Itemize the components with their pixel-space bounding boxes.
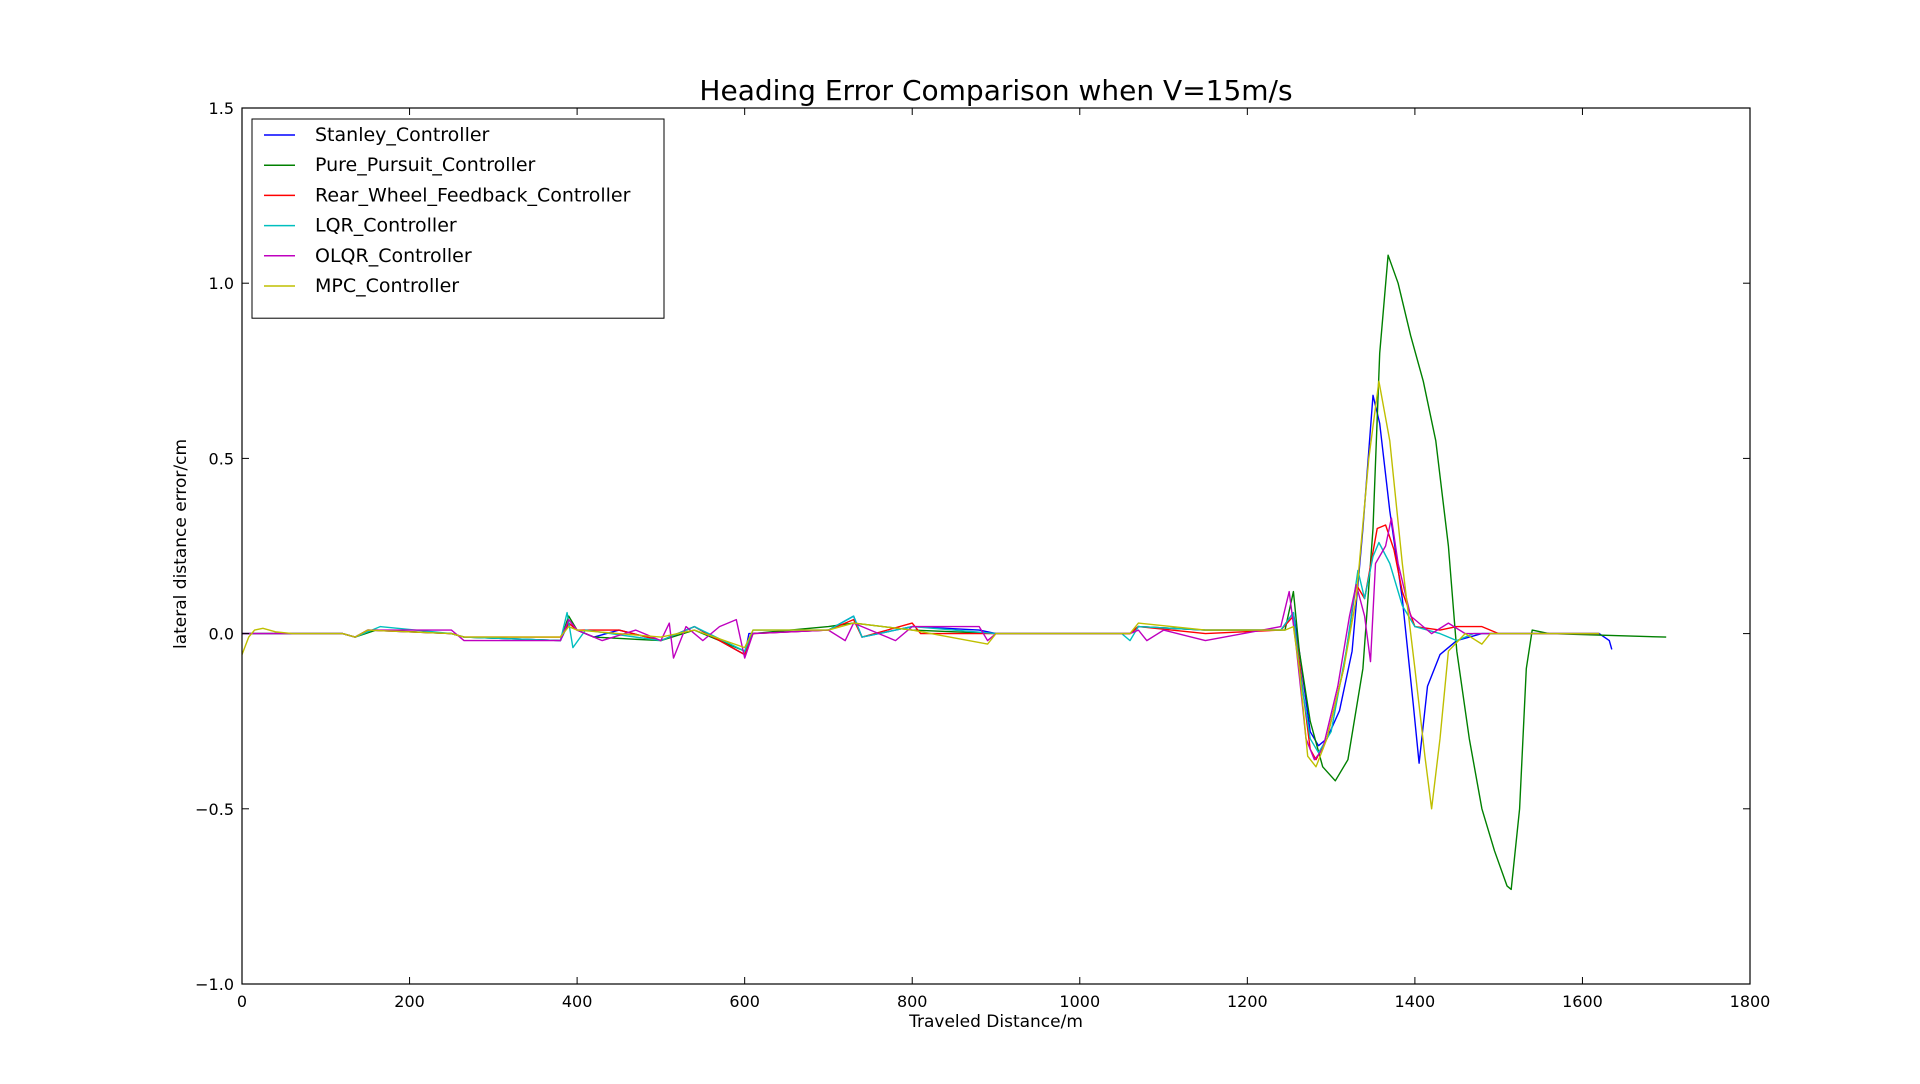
- x-tick-label: 800: [897, 992, 928, 1011]
- series-line-lqr-controller: [242, 541, 1600, 754]
- legend-label: Pure_Pursuit_Controller: [315, 154, 536, 176]
- x-tick-label: 1800: [1730, 992, 1771, 1011]
- legend-label: Rear_Wheel_Feedback_Controller: [315, 184, 631, 206]
- axis-ticks: 0 200 400 600 800 1000 1200 1400 1600 1800 −1.0 −0.…: [195, 99, 1770, 1011]
- series-line-olqr-controller: [242, 517, 1600, 761]
- y-axis-label: lateral distance error/cm: [171, 439, 191, 649]
- legend: Stanley_Controller Pure_Pursuit_Controlle…: [251, 118, 665, 319]
- x-tick-label: 200: [394, 992, 425, 1011]
- x-tick-label: 1000: [1059, 992, 1100, 1011]
- plot-frame: [241, 107, 1751, 985]
- y-tick-label: 1.0: [209, 274, 234, 293]
- x-tick-label: 1600: [1562, 992, 1603, 1011]
- legend-label: OLQR_Controller: [315, 245, 472, 267]
- plot-area: [242, 254, 1667, 891]
- legend-box: [251, 118, 665, 319]
- x-tick-label: 1200: [1227, 992, 1268, 1011]
- legend-label: LQR_Controller: [315, 215, 457, 237]
- y-tick-label: 1.5: [209, 99, 234, 118]
- legend-label: Stanley_Controller: [315, 124, 490, 146]
- series-line-rear-wheel-feedback-controller: [242, 524, 1600, 761]
- x-tick-label: 600: [729, 992, 760, 1011]
- x-tick-label: 1400: [1395, 992, 1436, 1011]
- chart-title: Heading Error Comparison when V=15m/s: [699, 74, 1292, 107]
- x-tick-label: 0: [237, 992, 247, 1011]
- x-axis-label: Traveled Distance/m: [908, 1012, 1083, 1032]
- y-tick-label: 0.5: [209, 449, 234, 468]
- y-tick-label: −1.0: [195, 975, 234, 994]
- y-tick-label: 0.0: [209, 625, 234, 644]
- legend-label: MPC_Controller: [315, 275, 459, 297]
- series-line-mpc-controller: [242, 380, 1600, 810]
- x-tick-label: 400: [562, 992, 593, 1011]
- y-tick-label: −0.5: [195, 800, 234, 819]
